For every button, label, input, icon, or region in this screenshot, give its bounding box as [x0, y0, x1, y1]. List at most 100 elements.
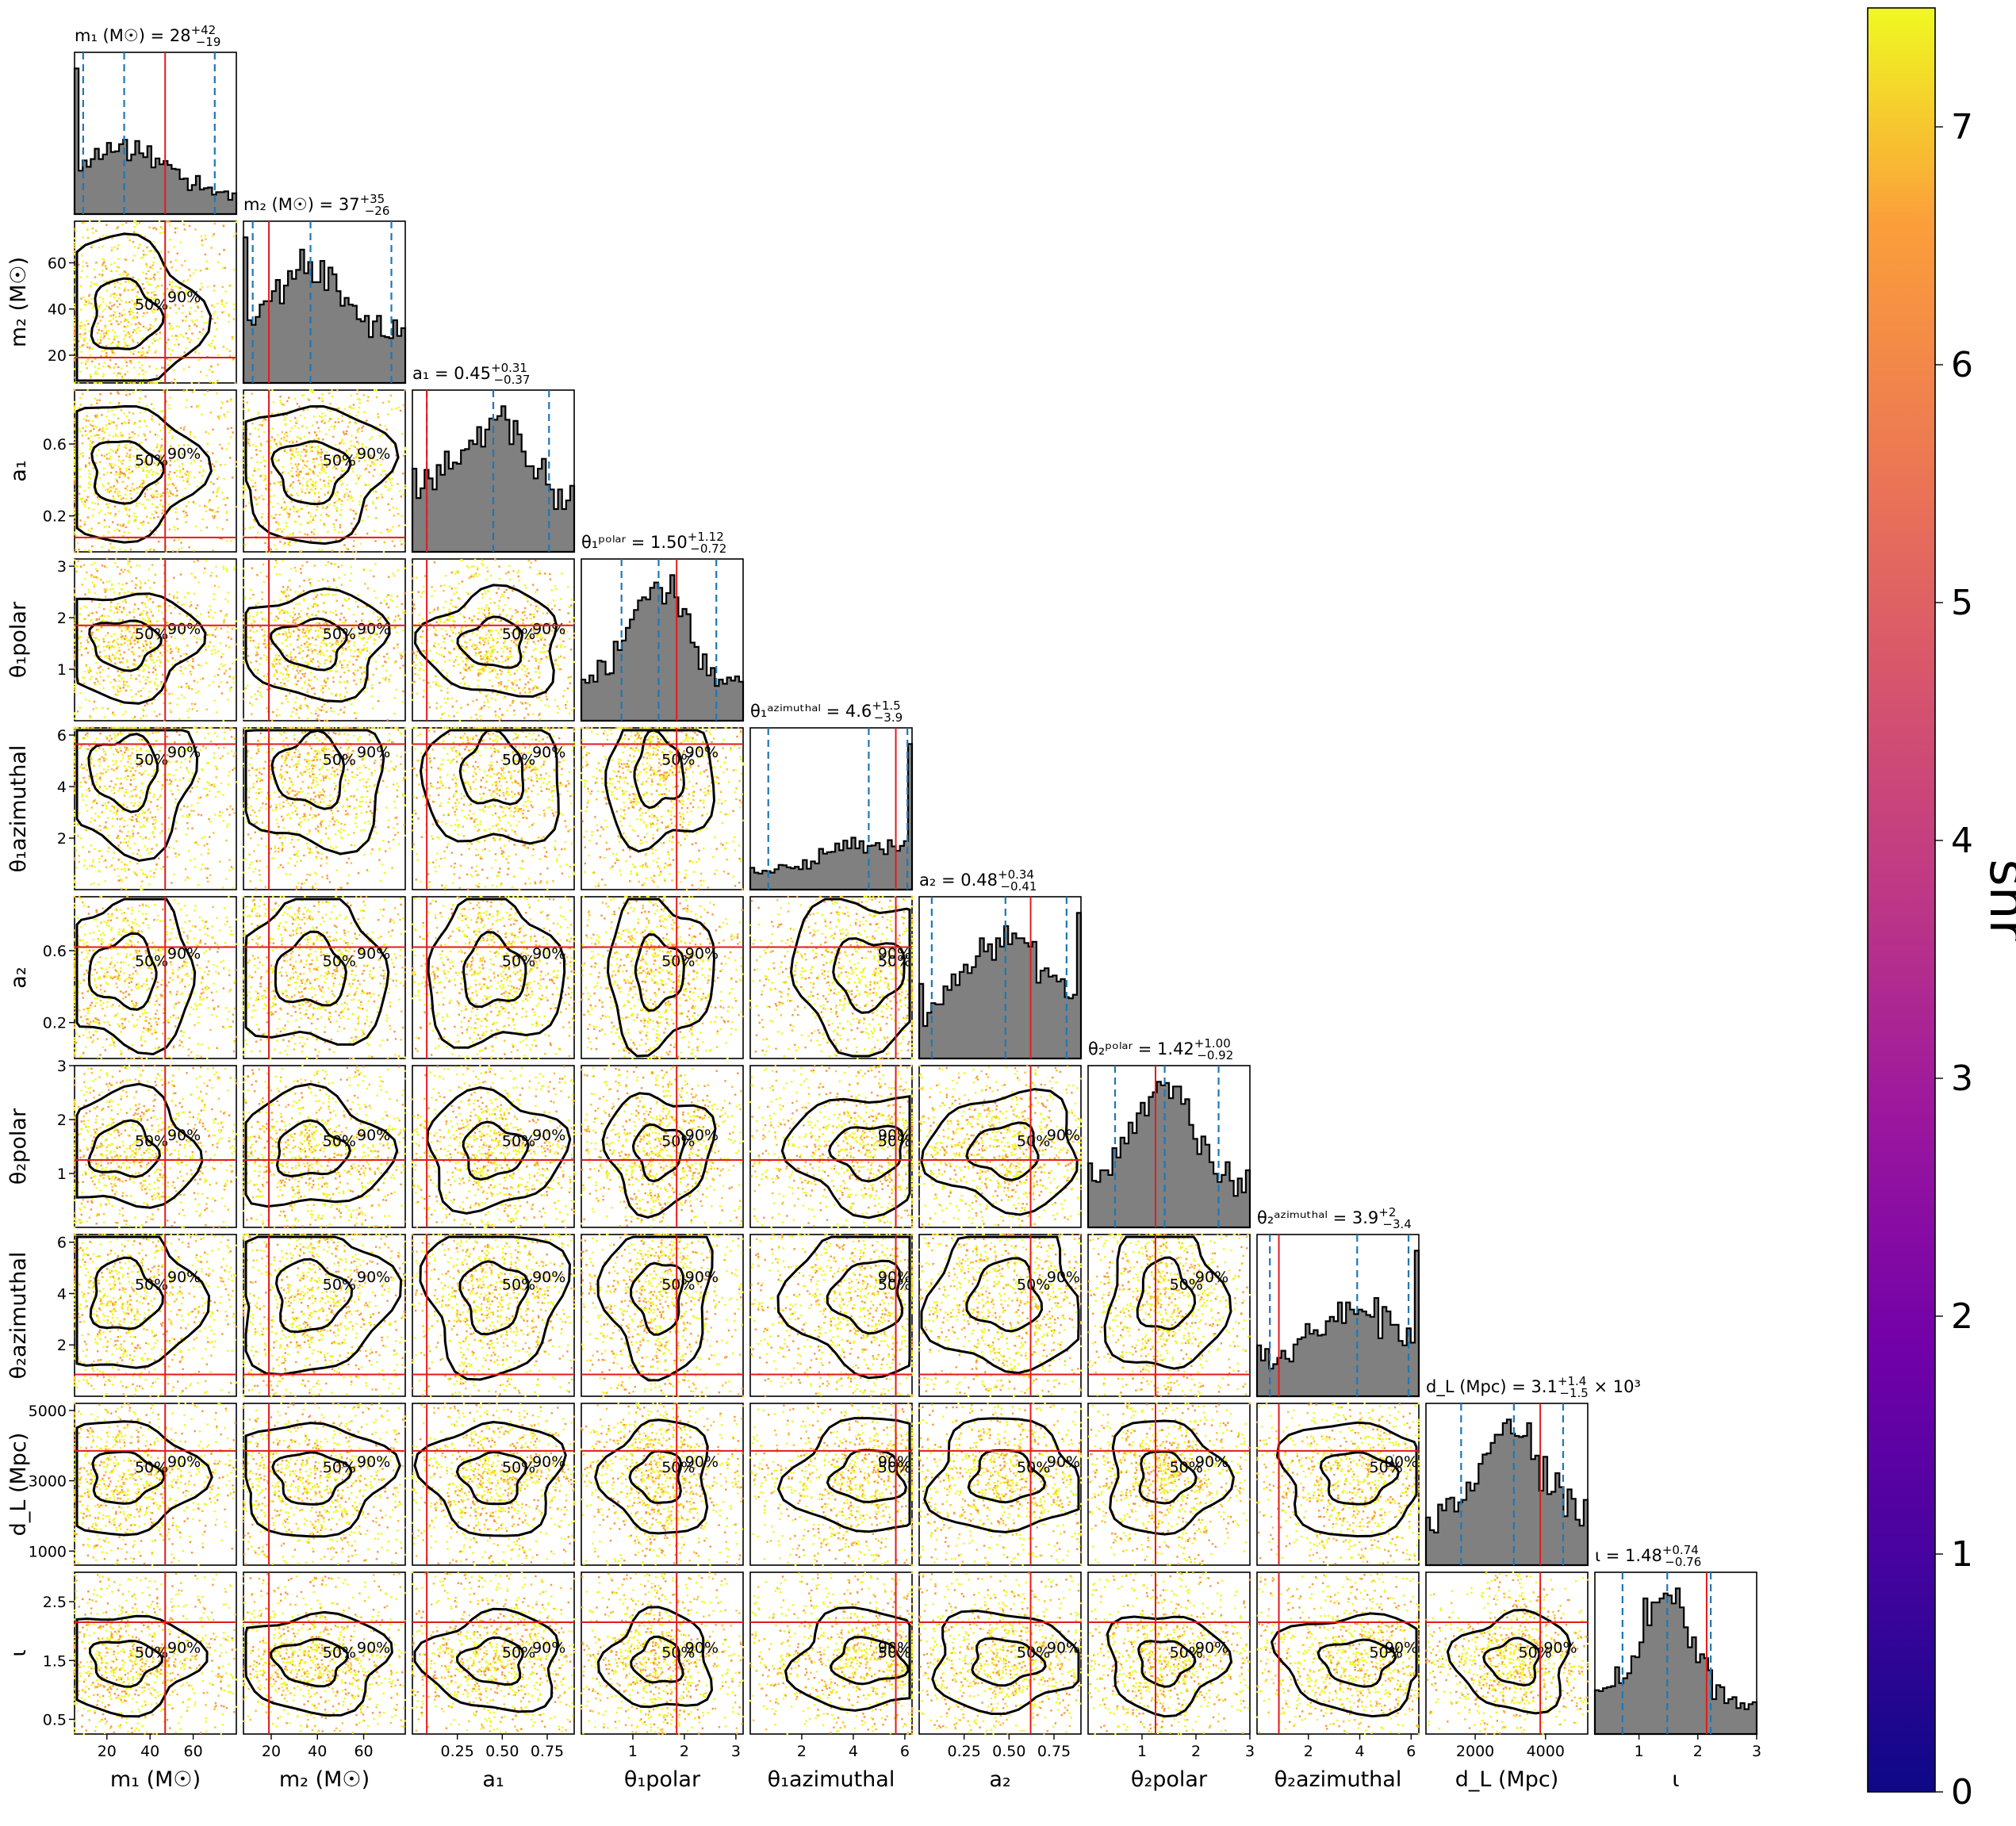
scatter-point [214, 649, 216, 651]
scatter-point [182, 335, 184, 337]
scatter-point [244, 484, 246, 486]
scatter-point [373, 576, 374, 577]
scatter-point [78, 526, 79, 527]
scatter-point [310, 649, 312, 650]
scatter-point [132, 353, 134, 354]
scatter-point [351, 572, 352, 574]
scatter-point [116, 471, 117, 473]
scatter-point [509, 579, 511, 580]
scatter-point [130, 311, 132, 312]
scatter-point [215, 565, 217, 567]
scatter-point [206, 506, 208, 507]
scatter-point [299, 531, 301, 533]
scatter-point [227, 411, 228, 412]
scatter-point [175, 339, 177, 340]
scatter-point [297, 476, 299, 477]
scatter-point [148, 499, 150, 500]
scatter-point [101, 382, 102, 384]
scatter-point [79, 453, 81, 454]
scatter-point [399, 618, 401, 620]
scatter-point [196, 615, 197, 617]
scatter-point [372, 501, 374, 503]
scatter-point [127, 591, 128, 592]
scatter-point [74, 509, 75, 511]
scatter-point [379, 435, 381, 437]
scatter-point [113, 366, 115, 368]
scatter-point [120, 294, 121, 296]
scatter-point [129, 239, 131, 241]
scatter-point [243, 402, 244, 404]
scatter-point [418, 591, 420, 593]
scatter-point [270, 496, 271, 497]
scatter-point [349, 580, 351, 581]
scatter-point [377, 616, 378, 618]
scatter-point [182, 280, 184, 281]
scatter-point [94, 592, 96, 594]
scatter-point [79, 428, 80, 430]
scatter-point [107, 491, 109, 492]
scatter-point [177, 228, 178, 229]
scatter-point [310, 584, 312, 586]
scatter-point [432, 611, 434, 612]
scatter-point [156, 375, 158, 377]
scatter-point [391, 484, 393, 486]
scatter-point [304, 632, 305, 634]
scatter-point [286, 526, 287, 527]
scatter-point [84, 304, 86, 305]
scatter-point [314, 431, 316, 433]
scatter-point [134, 603, 136, 605]
scatter-point [144, 419, 145, 421]
scatter-point [377, 413, 378, 415]
scatter-point [340, 509, 342, 511]
scatter-point [275, 616, 277, 618]
scatter-point [107, 506, 109, 507]
scatter-point [350, 509, 351, 511]
scatter-point [313, 533, 315, 534]
scatter-point [132, 633, 133, 634]
scatter-point [226, 540, 228, 542]
scatter-point [296, 474, 297, 476]
scatter-point [93, 576, 94, 578]
scatter-point [104, 588, 105, 590]
scatter-point [301, 620, 302, 622]
scatter-point [363, 680, 365, 682]
scatter-point [183, 697, 185, 699]
scatter-point [256, 612, 258, 614]
scatter-point [355, 558, 356, 560]
scatter-point [351, 523, 352, 524]
scatter-point [116, 320, 117, 322]
scatter-point [331, 426, 332, 427]
scatter-point [367, 516, 369, 518]
scatter-point [119, 661, 121, 663]
scatter-point [287, 473, 289, 474]
scatter-point [236, 461, 237, 462]
scatter-point [190, 673, 192, 675]
scatter-point [101, 414, 102, 415]
scatter-point [90, 423, 91, 425]
scatter-point [352, 551, 354, 553]
scatter-point [263, 564, 264, 565]
scatter-point [204, 568, 205, 569]
scatter-point [270, 549, 272, 550]
scatter-point [286, 551, 288, 553]
scatter-point [351, 434, 352, 436]
scatter-point [116, 228, 117, 229]
scatter-point [319, 663, 320, 664]
scatter-point [285, 668, 286, 670]
scatter-point [74, 277, 75, 278]
scatter-point [163, 367, 164, 369]
scatter-point [358, 398, 360, 400]
scatter-point [189, 471, 190, 473]
scatter-point [324, 679, 325, 680]
scatter-point [90, 440, 91, 442]
scatter-point [537, 640, 538, 641]
scatter-point [128, 538, 129, 540]
scatter-point [121, 376, 123, 377]
scatter-point [297, 637, 299, 639]
scatter-point [139, 486, 140, 488]
scatter-point [306, 449, 308, 450]
scatter-point [286, 588, 288, 590]
scatter-point [243, 655, 244, 657]
scatter-point [470, 717, 472, 718]
scatter-point [257, 531, 259, 533]
